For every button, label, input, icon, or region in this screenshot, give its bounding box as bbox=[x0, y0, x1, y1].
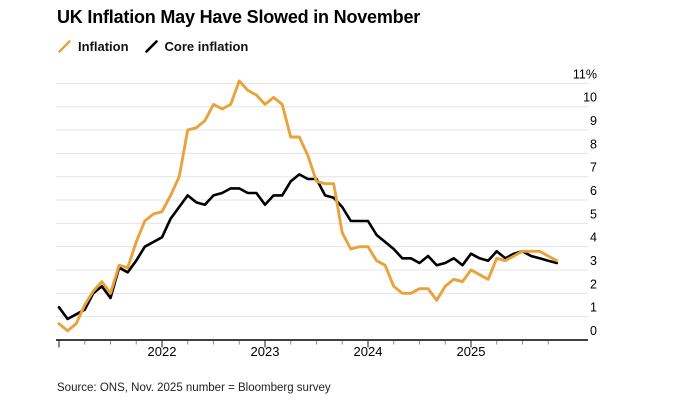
legend-item-inflation[interactable]: Inflation bbox=[57, 39, 129, 54]
y-tick-label: 5 bbox=[590, 207, 597, 221]
y-tick-label: 4 bbox=[590, 231, 597, 245]
x-tick-label: 2024 bbox=[354, 344, 383, 359]
y-tick-label: 9 bbox=[590, 114, 597, 128]
legend: Inflation Core inflation bbox=[57, 39, 248, 54]
y-tick-label: 6 bbox=[590, 184, 597, 198]
source-note: Source: ONS, Nov. 2025 number = Bloomber… bbox=[57, 382, 331, 394]
y-tick-label: 7 bbox=[590, 161, 597, 175]
legend-label-core-inflation: Core inflation bbox=[164, 39, 249, 54]
y-tick-label: 2 bbox=[590, 277, 597, 291]
core-inflation-line-marker-icon bbox=[144, 40, 158, 53]
inflation-series-line bbox=[57, 79, 559, 333]
inflation-line-marker-icon bbox=[58, 40, 71, 53]
x-tick-label: 2022 bbox=[148, 344, 177, 359]
y-tick-label: 11% bbox=[573, 67, 597, 81]
legend-label-inflation: Inflation bbox=[78, 39, 129, 54]
y-tick-label: 8 bbox=[590, 137, 597, 151]
core-inflation-series-line bbox=[57, 173, 559, 321]
x-tick-label: 2023 bbox=[251, 344, 280, 359]
y-tick-label: 0 bbox=[590, 324, 597, 338]
y-tick-label: 3 bbox=[590, 254, 597, 268]
x-tick-label: 2025 bbox=[457, 344, 486, 359]
legend-item-core-inflation[interactable]: Core inflation bbox=[144, 39, 249, 54]
chart-title: UK Inflation May Have Slowed in November bbox=[57, 7, 421, 27]
y-tick-label: 1 bbox=[590, 301, 597, 315]
y-tick-label: 10 bbox=[583, 91, 597, 105]
